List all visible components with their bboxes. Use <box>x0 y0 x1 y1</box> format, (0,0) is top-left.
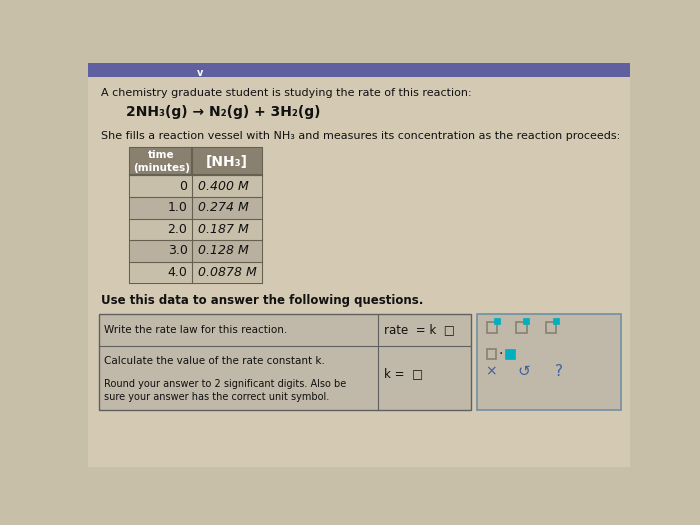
Text: Write the rate law for this reaction.: Write the rate law for this reaction. <box>104 325 287 335</box>
Text: A chemistry graduate student is studying the rate of this reaction:: A chemistry graduate student is studying… <box>102 88 472 98</box>
Text: [NH₃]: [NH₃] <box>206 154 248 169</box>
Text: 0: 0 <box>179 180 188 193</box>
Text: ×: × <box>486 364 497 378</box>
Text: 0.400 M: 0.400 M <box>198 180 249 193</box>
FancyBboxPatch shape <box>130 175 262 197</box>
Text: 1.0: 1.0 <box>167 201 188 214</box>
FancyBboxPatch shape <box>477 314 621 410</box>
Text: v: v <box>197 68 203 78</box>
Text: 3.0: 3.0 <box>167 244 188 257</box>
Text: 4.0: 4.0 <box>167 266 188 279</box>
Text: Calculate the value of the rate constant k.: Calculate the value of the rate constant… <box>104 355 325 365</box>
Text: ↺: ↺ <box>517 363 530 379</box>
FancyBboxPatch shape <box>130 240 262 261</box>
FancyBboxPatch shape <box>494 318 500 324</box>
FancyBboxPatch shape <box>88 63 630 467</box>
Text: 0.274 M: 0.274 M <box>198 201 249 214</box>
Text: 2.0: 2.0 <box>167 223 188 236</box>
FancyBboxPatch shape <box>88 63 630 77</box>
Text: time
(minutes): time (minutes) <box>132 150 190 173</box>
FancyBboxPatch shape <box>130 148 262 283</box>
FancyBboxPatch shape <box>552 318 559 324</box>
FancyBboxPatch shape <box>130 261 262 283</box>
FancyBboxPatch shape <box>130 148 262 175</box>
Text: ·: · <box>498 347 503 361</box>
Text: 0.128 M: 0.128 M <box>198 244 249 257</box>
Text: 0.0878 M: 0.0878 M <box>198 266 257 279</box>
Text: rate  = k  □: rate = k □ <box>384 324 455 337</box>
FancyBboxPatch shape <box>130 197 262 218</box>
Text: k =  □: k = □ <box>384 367 424 380</box>
Text: 2NH₃(g) → N₂(g) + 3H₂(g): 2NH₃(g) → N₂(g) + 3H₂(g) <box>126 106 321 119</box>
FancyBboxPatch shape <box>505 350 514 359</box>
Text: ?: ? <box>554 363 563 379</box>
Text: Use this data to answer the following questions.: Use this data to answer the following qu… <box>102 294 424 307</box>
FancyBboxPatch shape <box>99 314 471 410</box>
FancyBboxPatch shape <box>523 318 529 324</box>
FancyBboxPatch shape <box>130 218 262 240</box>
Text: Round your answer to 2 significant digits. Also be
sure your answer has the corr: Round your answer to 2 significant digit… <box>104 379 346 402</box>
Text: 0.187 M: 0.187 M <box>198 223 249 236</box>
Text: She fills a reaction vessel with NH₃ and measures its concentration as the react: She fills a reaction vessel with NH₃ and… <box>102 131 621 141</box>
